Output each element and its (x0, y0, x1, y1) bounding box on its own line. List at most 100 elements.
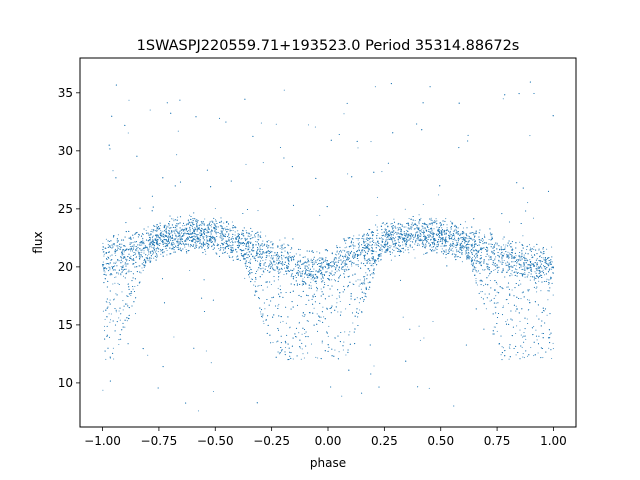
data-point (269, 271, 271, 273)
data-point (148, 253, 150, 255)
data-point (316, 313, 318, 315)
data-point (182, 225, 184, 227)
data-point (125, 260, 127, 262)
data-point (538, 266, 540, 268)
data-point (452, 241, 454, 243)
data-point (369, 281, 372, 283)
data-point (177, 216, 179, 218)
data-point (115, 254, 117, 257)
data-point (488, 238, 490, 241)
data-point (483, 269, 485, 271)
data-point (232, 227, 234, 229)
data-point (202, 223, 204, 225)
data-point (502, 98, 504, 100)
data-point (320, 316, 322, 318)
data-point (464, 253, 466, 255)
data-point (115, 276, 117, 278)
data-point (212, 390, 215, 393)
data-point (418, 214, 420, 216)
data-point (118, 310, 120, 312)
data-point (497, 269, 499, 271)
data-point (548, 264, 550, 266)
data-point (524, 267, 526, 269)
data-point (138, 255, 140, 257)
data-point (195, 238, 197, 241)
data-point (414, 222, 416, 224)
data-point (203, 224, 205, 226)
data-point (318, 258, 320, 260)
data-point (364, 259, 366, 261)
data-point (322, 306, 324, 308)
data-point (124, 263, 126, 265)
data-point (356, 297, 358, 299)
data-point (505, 244, 507, 246)
data-point (503, 259, 505, 262)
data-point (274, 261, 276, 263)
data-point (508, 346, 510, 348)
data-point (338, 351, 340, 353)
data-point (232, 229, 234, 232)
data-point (225, 234, 227, 236)
data-point (108, 313, 110, 315)
data-point (512, 257, 514, 259)
data-point (378, 245, 380, 248)
data-point (528, 309, 530, 311)
data-point (372, 265, 374, 267)
data-point (420, 229, 423, 231)
data-point (117, 282, 119, 284)
data-point (130, 255, 132, 257)
data-point (464, 246, 467, 248)
data-point (151, 236, 154, 238)
data-point (278, 254, 280, 256)
data-point (185, 248, 187, 251)
data-point (147, 354, 149, 356)
data-point (535, 329, 537, 331)
data-point (205, 244, 207, 246)
data-point (300, 264, 303, 266)
data-point (409, 226, 411, 228)
data-point (299, 259, 302, 261)
data-point (405, 237, 407, 239)
data-point (541, 252, 543, 254)
data-point (474, 253, 477, 255)
data-point (310, 259, 312, 262)
data-point (142, 239, 144, 241)
data-point (231, 221, 233, 223)
data-point (280, 271, 282, 273)
data-point (441, 227, 443, 229)
data-point (438, 227, 440, 229)
data-point (211, 235, 213, 237)
data-point (339, 296, 341, 298)
data-point (406, 229, 408, 231)
data-point (331, 270, 333, 272)
data-point (148, 244, 150, 246)
data-point (108, 301, 110, 304)
data-point (551, 261, 553, 263)
data-point (423, 244, 425, 246)
data-point (483, 234, 486, 236)
data-point (532, 217, 535, 219)
data-point (366, 242, 368, 245)
data-point (441, 239, 443, 241)
data-point (298, 264, 300, 266)
data-point (358, 237, 360, 240)
data-point (124, 326, 126, 328)
data-point (135, 252, 137, 254)
data-point (176, 242, 178, 244)
data-point (399, 233, 401, 236)
data-point (226, 221, 229, 223)
data-point (270, 283, 272, 286)
data-point (313, 268, 315, 270)
data-point (250, 258, 252, 260)
data-point (103, 330, 106, 332)
data-point (310, 278, 312, 280)
data-point (552, 294, 554, 296)
data-point (480, 261, 482, 263)
data-point (207, 228, 210, 230)
data-point (386, 245, 388, 247)
data-point (522, 268, 524, 270)
data-point (283, 273, 285, 276)
data-point (126, 320, 128, 322)
data-point (517, 261, 519, 263)
data-point (449, 230, 452, 232)
